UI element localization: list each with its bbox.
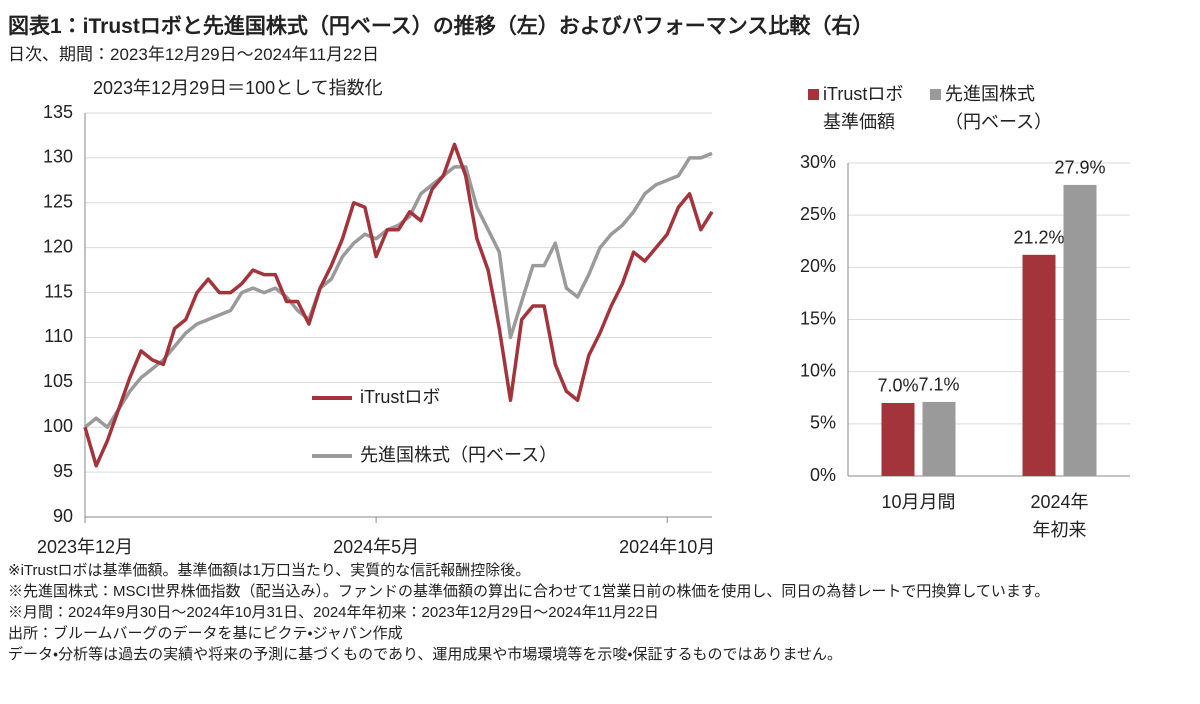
y-tick-label: 130: [43, 147, 73, 167]
bar: [881, 402, 915, 476]
legend-swatch: [808, 89, 819, 100]
legend-label: iTrustロボ 基準価額: [823, 84, 904, 132]
y-tick-label: 10%: [800, 360, 836, 380]
value-label: 7.1%: [918, 375, 959, 395]
y-tick-label: 135: [43, 102, 73, 122]
y-tick-label: 15%: [800, 308, 836, 328]
note: ※iTrustロボは基準価額。基準価額は1万口当たり、実質的な信託報酬控除後。: [8, 562, 531, 579]
value-label: 21.2%: [1013, 228, 1064, 248]
line-series: [83, 142, 714, 468]
y-tick-label: 5%: [810, 413, 836, 433]
legend-label: iTrustロボ: [360, 387, 440, 407]
note: ※先進国株式：MSCI世界株価指数（配当込み）。ファンドの基準価額の算出に合わせ…: [8, 583, 1050, 600]
x-tick-label: 2024年5月: [333, 537, 419, 557]
notes: ※iTrustロボは基準価額。基準価額は1万口当たり、実質的な信託報酬控除後。 ※…: [8, 560, 1188, 665]
x-tick-label: 10月月間: [881, 492, 956, 512]
value-label: 7.0%: [877, 376, 918, 396]
line-series: [83, 151, 713, 429]
bar: [1063, 184, 1097, 476]
y-tick-label: 30%: [800, 152, 836, 172]
bar: [1022, 254, 1056, 476]
y-tick-label: 90: [53, 506, 73, 526]
annotation: 2023年12月29日＝100として指数化: [93, 78, 383, 98]
y-tick-label: 105: [43, 371, 73, 391]
legend-label: 先進国株式（円ベース）: [360, 445, 557, 465]
y-tick-label: 0%: [810, 465, 836, 485]
y-tick-label: 120: [43, 236, 73, 256]
bar: [922, 401, 956, 476]
y-tick-label: 110: [44, 326, 73, 346]
y-tick-label: 20%: [800, 256, 836, 276]
value-label: 27.9%: [1054, 158, 1105, 178]
y-tick-label: 95: [53, 461, 73, 481]
subtitle: 日次、期間：2023年12月29日～2024年11月22日: [8, 45, 380, 64]
x-tick-label: 2023年12月: [37, 537, 133, 557]
x-tick-label: 2024年 年初来: [1030, 492, 1089, 540]
x-tick-label: 2024年10月: [619, 537, 715, 557]
note: ※月間：2024年9月30日～2024年10月31日、2024年年初来：2023…: [8, 604, 659, 621]
y-tick-label: 25%: [800, 204, 836, 224]
legend-swatch: [930, 89, 941, 100]
y-tick-label: 115: [44, 281, 73, 301]
y-tick-label: 100: [43, 416, 73, 436]
note: 出所：ブルームバーグのデータを基にピクテ・ジャパン作成: [8, 625, 403, 642]
y-tick-label: 125: [43, 192, 73, 212]
legend-label: 先進国株式 （円ベース）: [945, 84, 1053, 132]
note: データ・分析等は過去の実績や将来の予測に基づくものであり、運用成果や市場環境等を…: [8, 646, 843, 663]
title: 図表1：iTrustロボと先進国株式（円ベース）の推移（左）およびパフォーマンス…: [8, 15, 874, 38]
